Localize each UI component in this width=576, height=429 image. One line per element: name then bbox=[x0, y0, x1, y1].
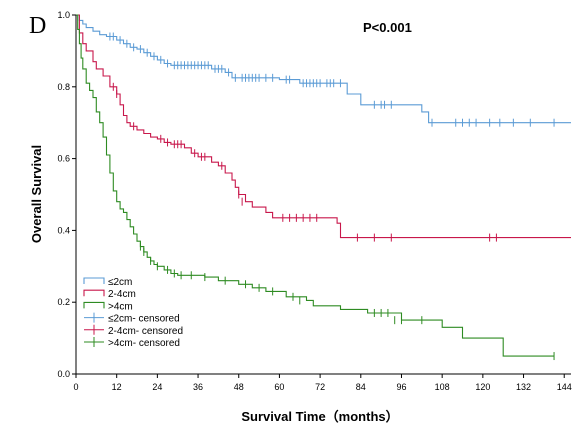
legend-item: >4cm bbox=[83, 301, 133, 312]
x-tick-label: 12 bbox=[112, 382, 122, 392]
x-tick-label: 96 bbox=[396, 382, 406, 392]
y-tick-label: 0.2 bbox=[57, 297, 70, 307]
x-tick-label: 144 bbox=[557, 382, 572, 392]
legend-line-swatch bbox=[83, 277, 105, 284]
panel-letter: D bbox=[29, 13, 46, 39]
x-tick-label: 120 bbox=[475, 382, 490, 392]
series-line-1 bbox=[76, 14, 571, 239]
legend-label: ≤2cm bbox=[108, 277, 132, 288]
legend-item: 2-4cm bbox=[83, 289, 136, 300]
y-tick-label: 0.8 bbox=[57, 82, 70, 92]
y-tick-label: 0.6 bbox=[57, 154, 70, 164]
survival-curves bbox=[76, 14, 571, 361]
legend-line-swatch bbox=[83, 289, 105, 297]
x-tick-label: 48 bbox=[234, 382, 244, 392]
x-tick-label: 132 bbox=[516, 382, 531, 392]
x-tick-label: 108 bbox=[435, 382, 450, 392]
legend-label: 2-4cm- censored bbox=[108, 326, 183, 337]
y-tick-label: 0.0 bbox=[57, 369, 70, 379]
axes: 0 12 24 36 48 60 72 84 96 108 120 132 144 0.0 0.2 0.4 0.… bbox=[57, 10, 571, 392]
y-axis-title: Overall Survival bbox=[29, 145, 44, 243]
y-tick-label: 0.4 bbox=[57, 225, 70, 235]
legend-item: >4cm- censored bbox=[84, 337, 180, 349]
legend-label: >4cm bbox=[108, 301, 133, 312]
legend-label: >4cm- censored bbox=[108, 338, 180, 349]
x-tick-label: 84 bbox=[356, 382, 366, 392]
p-value-annotation: P<0.001 bbox=[363, 20, 412, 35]
series-line-2 bbox=[76, 14, 554, 357]
legend-label: 2-4cm bbox=[108, 289, 136, 300]
legend-line-swatch bbox=[83, 301, 105, 309]
y-tick-label: 1.0 bbox=[57, 10, 70, 20]
series-line-0 bbox=[76, 14, 571, 124]
x-tick-label: 72 bbox=[315, 382, 325, 392]
x-tick-label: 60 bbox=[274, 382, 284, 392]
x-tick-label: 24 bbox=[152, 382, 162, 392]
legend-label: ≤2cm- censored bbox=[108, 314, 180, 325]
legend-item: 2-4cm- censored bbox=[84, 324, 183, 337]
legend-item: ≤2cm- censored bbox=[84, 312, 180, 325]
legend-item: ≤2cm bbox=[83, 277, 132, 288]
x-tick-label: 0 bbox=[73, 382, 78, 392]
x-axis-title: Survival Time（months） bbox=[241, 409, 398, 424]
x-tick-label: 36 bbox=[193, 382, 203, 392]
